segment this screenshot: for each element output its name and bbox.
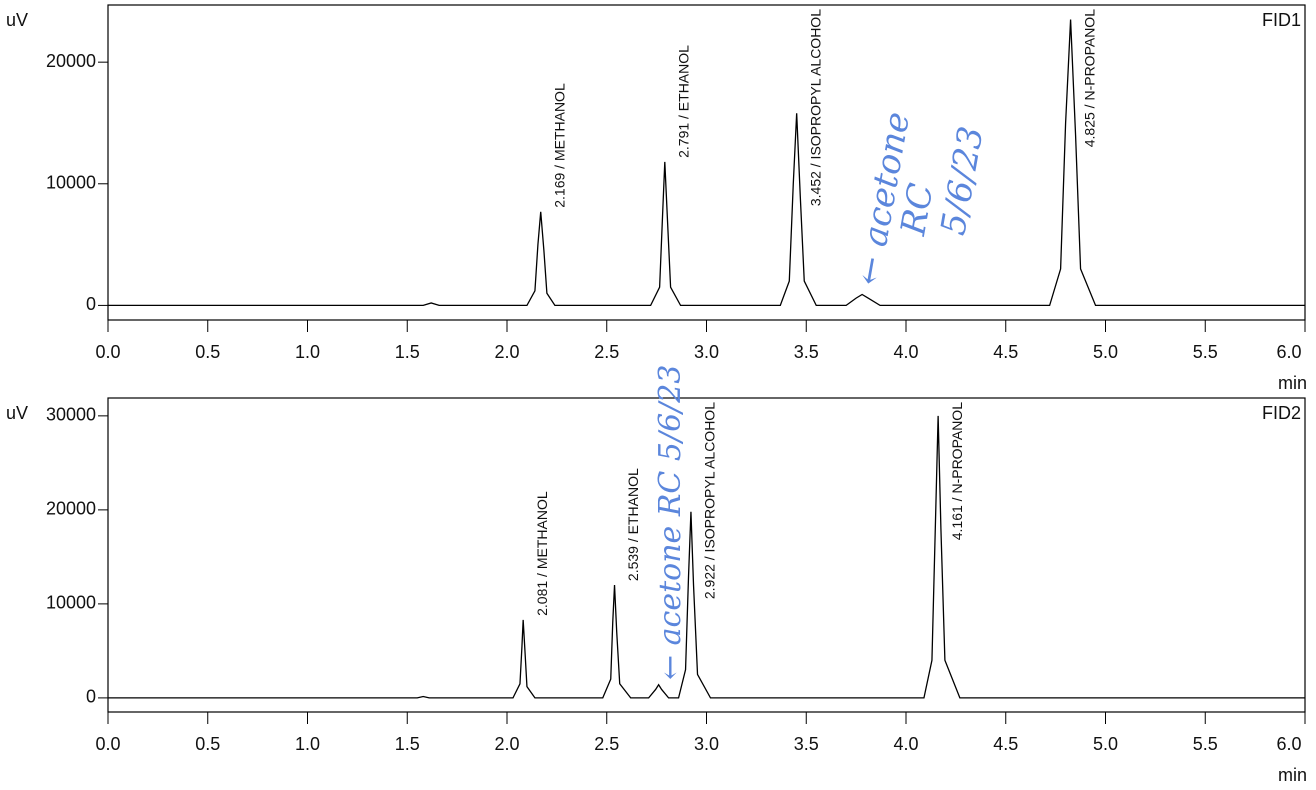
- x-tick-label: 6.0: [1276, 342, 1301, 362]
- x-tick-label: 2.0: [494, 734, 519, 754]
- x-tick-label: 2.5: [594, 734, 619, 754]
- x-tick-label: 0.0: [95, 734, 120, 754]
- handwritten-note: RC: [893, 180, 942, 239]
- peak-label: 2.169 / METHANOL: [551, 83, 567, 208]
- peak-label: 4.161 / N-PROPANOL: [949, 402, 965, 540]
- peak-label: 3.452 / ISOPROPYL ALCOHOL: [807, 9, 823, 206]
- peak-label: 2.539 / ETHANOL: [625, 468, 641, 581]
- x-tick-label: 4.0: [893, 734, 918, 754]
- x-tick-label: 3.5: [794, 734, 819, 754]
- x-tick-label: 3.5: [794, 342, 819, 362]
- x-tick-label: 1.5: [395, 342, 420, 362]
- plot-frame: [107, 4, 1306, 321]
- x-tick-label: 4.5: [993, 734, 1018, 754]
- x-axis-unit: min: [1278, 373, 1307, 393]
- y-axis-unit: uV: [6, 10, 28, 30]
- detector-title: FID1: [1262, 10, 1301, 30]
- x-axis-unit: min: [1278, 765, 1307, 785]
- y-tick-label: 20000: [46, 51, 96, 71]
- x-tick-label: 5.0: [1093, 342, 1118, 362]
- x-tick-label: 1.0: [295, 342, 320, 362]
- x-tick-label: 1.5: [395, 734, 420, 754]
- signal-trace: [108, 415, 1305, 699]
- y-tick-label: 0: [86, 294, 96, 314]
- x-tick-label: 6.0: [1276, 734, 1301, 754]
- x-tick-label: 0.5: [195, 734, 220, 754]
- peak-label: 2.922 / ISOPROPYL ALCOHOL: [702, 402, 718, 599]
- x-tick-label: 0.0: [95, 342, 120, 362]
- x-tick-label: 5.5: [1193, 342, 1218, 362]
- y-tick-label: 10000: [46, 593, 96, 613]
- handwritten-note: ← acetone RC 5/6/23: [653, 365, 688, 680]
- peak-label: 4.825 / N-PROPANOL: [1081, 9, 1097, 147]
- signal-trace: [108, 19, 1305, 307]
- x-tick-label: 4.5: [993, 342, 1018, 362]
- x-tick-label: 2.5: [594, 342, 619, 362]
- y-tick-label: 20000: [46, 499, 96, 519]
- x-tick-label: 1.0: [295, 734, 320, 754]
- x-tick-label: 5.0: [1093, 734, 1118, 754]
- peak-label: 2.081 / METHANOL: [534, 491, 550, 616]
- handwritten-note: 5/6/23: [933, 123, 991, 238]
- y-tick-label: 0: [86, 687, 96, 707]
- y-tick-label: 10000: [46, 173, 96, 193]
- y-tick-label: 30000: [46, 405, 96, 425]
- x-tick-label: 3.0: [694, 342, 719, 362]
- x-tick-label: 3.0: [694, 734, 719, 754]
- x-tick-label: 5.5: [1193, 734, 1218, 754]
- x-tick-label: 2.0: [494, 342, 519, 362]
- x-tick-label: 0.5: [195, 342, 220, 362]
- peak-label: 2.791 / ETHANOL: [676, 45, 692, 158]
- detector-title: FID2: [1262, 403, 1301, 423]
- x-tick-label: 4.0: [893, 342, 918, 362]
- y-axis-unit: uV: [6, 403, 28, 423]
